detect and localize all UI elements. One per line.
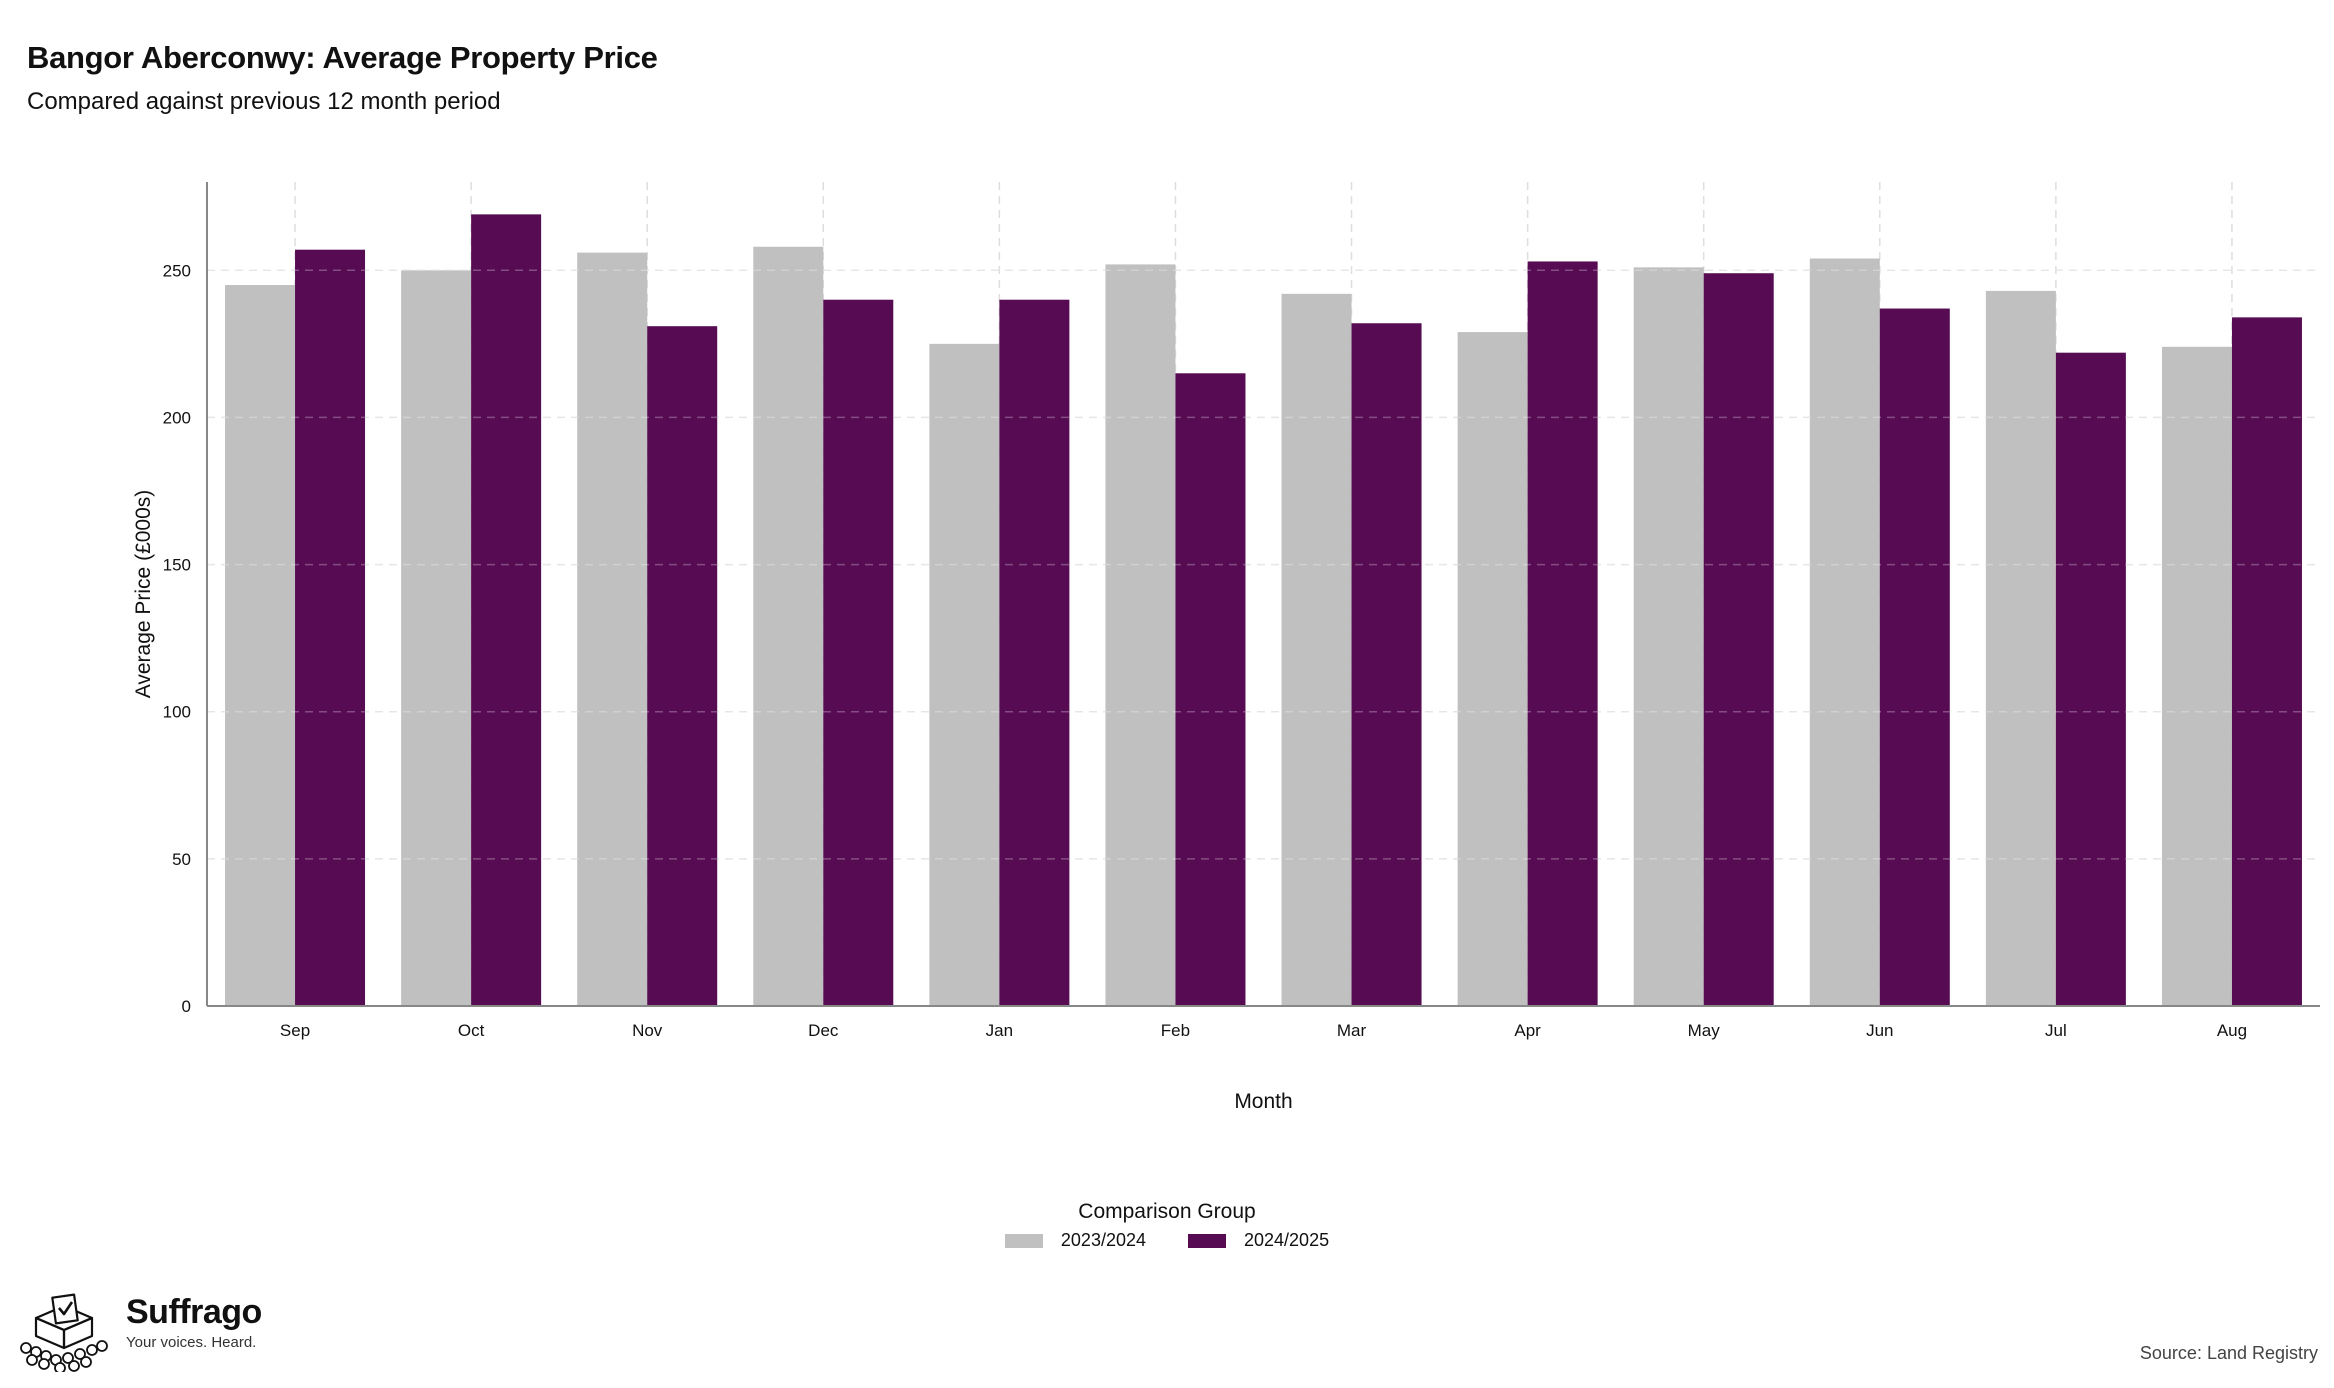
- bar-jul-2023-2024: [1985, 290, 2056, 1006]
- legend-swatch-2024-2025: [1188, 1233, 1226, 1248]
- bar-apr-2024-2025: [1527, 261, 1598, 1006]
- y-tick-label-150: 150: [163, 556, 191, 575]
- bar-jan-2024-2025: [999, 299, 1070, 1006]
- legend-title: Comparison Group: [1078, 1200, 1256, 1223]
- bar-mar-2024-2025: [1351, 323, 1422, 1006]
- bar-oct-2023-2024: [401, 270, 472, 1006]
- bar-oct-2024-2025: [471, 214, 542, 1006]
- legend-label-2023-2024: 2023/2024: [1060, 1230, 1146, 1250]
- bar-mar-2023-2024: [1281, 293, 1352, 1006]
- x-axis-title: Month: [1234, 1090, 1292, 1113]
- legend: Comparison Group 2023/2024 2024/2025: [0, 1200, 2334, 1251]
- legend-swatch-2023-2024: [1004, 1233, 1043, 1248]
- bar-apr-2023-2024: [1457, 332, 1528, 1007]
- bar-may-2023-2024: [1633, 267, 1704, 1006]
- bar-nov-2023-2024: [577, 252, 648, 1007]
- chart-title: Bangor Aberconwy: Average Property Price: [27, 40, 658, 75]
- y-axis-title: Average Price (£000s): [132, 490, 155, 699]
- x-tick-label-jan: Jan: [986, 1021, 1013, 1040]
- y-tick-label-50: 50: [172, 850, 191, 869]
- legend-label-2024-2025: 2024/2025: [1244, 1230, 1330, 1250]
- suffrago-logo: Suffrago Your voices. Heard.: [16, 1292, 262, 1372]
- y-tick-label-100: 100: [163, 703, 191, 722]
- chart-subtitle: Compared against previous 12 month perio…: [27, 88, 501, 115]
- brand-tagline: Your voices. Heard.: [126, 1334, 257, 1351]
- bar-aug-2024-2025: [2231, 317, 2302, 1006]
- bar-jun-2024-2025: [1879, 308, 1950, 1006]
- ballot-box-icon: [20, 1293, 108, 1372]
- y-tick-label-250: 250: [163, 261, 191, 280]
- x-tick-label-feb: Feb: [1161, 1021, 1190, 1040]
- bar-dec-2024-2025: [823, 299, 894, 1006]
- legend-item-2024-2025: 2024/2025: [1188, 1230, 1329, 1251]
- source-note: Source: Land Registry: [2139, 1343, 2318, 1363]
- bar-nov-2024-2025: [647, 326, 718, 1006]
- x-tick-label-jun: Jun: [1866, 1021, 1893, 1040]
- x-tick-label-apr: Apr: [1514, 1021, 1541, 1040]
- x-tick-label-jul: Jul: [2045, 1021, 2067, 1040]
- legend-items: 2023/2024 2024/2025: [0, 1230, 2334, 1251]
- y-tick-label-200: 200: [163, 408, 191, 427]
- x-tick-label-sep: Sep: [280, 1021, 310, 1040]
- legend-item-2023-2024: 2023/2024: [1004, 1230, 1146, 1251]
- x-tick-label-oct: Oct: [458, 1021, 485, 1040]
- bars: [207, 214, 2320, 1007]
- bar-sep-2023-2024: [225, 285, 296, 1006]
- brand-name: Suffrago: [126, 1293, 262, 1331]
- bar-may-2024-2025: [1703, 273, 1774, 1006]
- bar-jan-2023-2024: [929, 343, 1000, 1006]
- bar-feb-2024-2025: [1175, 373, 1246, 1006]
- bar-chart: 0 50 100 150 200 250 Sep Oct Nov Dec Jan Feb Mar Apr M…: [132, 182, 2320, 1113]
- x-tick-label-mar: Mar: [1337, 1021, 1367, 1040]
- bar-feb-2023-2024: [1105, 264, 1176, 1006]
- bar-jul-2024-2025: [2055, 352, 2126, 1007]
- x-tick-label-nov: Nov: [632, 1021, 663, 1040]
- x-tick-label-may: May: [1688, 1021, 1721, 1040]
- tick-labels: 0 50 100 150 200 250 Sep Oct Nov Dec Jan Feb Mar Apr M…: [163, 261, 2247, 1040]
- x-tick-label-aug: Aug: [2217, 1021, 2247, 1040]
- bar-aug-2023-2024: [2161, 346, 2232, 1006]
- bar-jun-2023-2024: [1809, 258, 1880, 1006]
- bar-dec-2023-2024: [753, 246, 824, 1006]
- y-tick-label-0: 0: [182, 997, 191, 1016]
- bar-sep-2024-2025: [295, 249, 366, 1006]
- x-tick-label-dec: Dec: [808, 1021, 839, 1040]
- axes: [206, 182, 2320, 1007]
